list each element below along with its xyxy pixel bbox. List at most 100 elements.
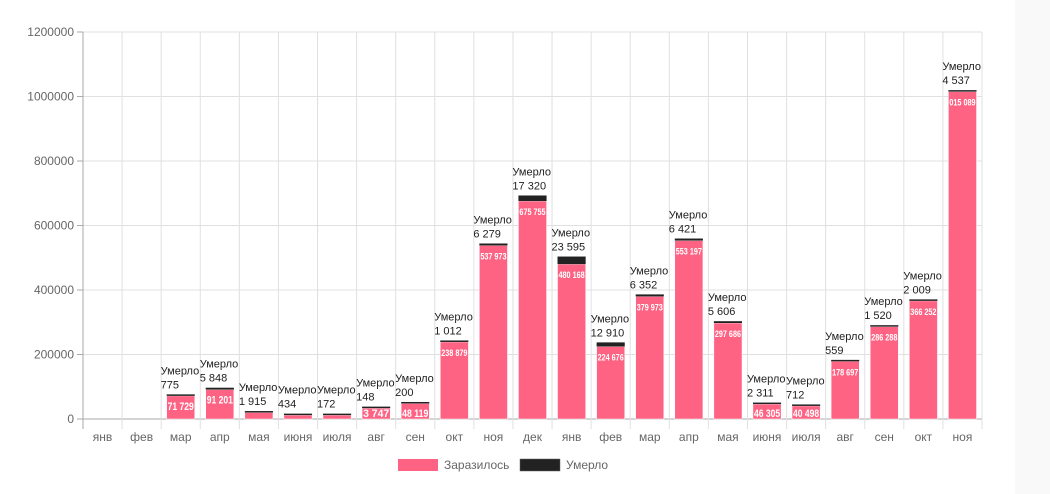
legend[interactable]: Заразилось Умерло xyxy=(398,458,608,472)
bar-deaths xyxy=(166,394,195,396)
x-tick-label: апр xyxy=(210,430,230,444)
bar-deaths xyxy=(909,299,938,301)
bar-deaths-label-prefix: Умерло xyxy=(942,61,981,73)
bar-deaths-label-prefix: Умерло xyxy=(200,359,239,371)
bar-deaths-label-value: 775 xyxy=(161,379,179,391)
bar-deaths-label-prefix: Умерло xyxy=(356,378,395,390)
y-tick-label: 800000 xyxy=(34,154,74,168)
bar-infected xyxy=(440,341,469,420)
bar-value-label-infected: 46 305 xyxy=(754,408,780,420)
stacked-bar-chart: 020000040000060000080000010000001200000 … xyxy=(27,25,983,472)
bar-deaths-label-value: 1 012 xyxy=(434,325,462,337)
x-tick-label: фев xyxy=(599,430,622,444)
bar-deaths-label-prefix: Умерло xyxy=(825,331,864,343)
x-tick-label: июля xyxy=(323,430,352,444)
bar-value-label-infected: 480 168 xyxy=(559,270,585,280)
page-side-strip xyxy=(1015,0,1050,494)
bar-deaths-label-prefix: Умерло xyxy=(630,265,669,277)
bar-deaths-label-value: 4 537 xyxy=(942,75,970,87)
bar-value-label-infected: 178 697 xyxy=(832,367,858,377)
bar-deaths xyxy=(948,90,977,92)
bar-infected xyxy=(518,200,547,420)
x-tick-label: янв xyxy=(562,430,582,444)
bar-deaths xyxy=(362,406,391,409)
legend-swatch-deaths[interactable] xyxy=(519,458,561,472)
bar-deaths-label-value: 6 352 xyxy=(630,279,658,291)
bar-deaths xyxy=(283,413,313,416)
bar-deaths-label-value: 12 910 xyxy=(591,327,625,339)
bar-value-label-infected: 71 729 xyxy=(168,401,194,413)
bar-value-label-infected: 379 973 xyxy=(637,302,663,312)
bars xyxy=(166,90,977,420)
bar-deaths-label-prefix: Умерло xyxy=(434,311,473,323)
y-tick-label: 1200000 xyxy=(27,25,74,39)
bar-deaths xyxy=(479,243,508,246)
bar-deaths-label-prefix: Умерло xyxy=(864,296,903,308)
y-tick-label: 600000 xyxy=(34,219,74,233)
bar-infected xyxy=(869,326,899,420)
bar-deaths-label-value: 559 xyxy=(825,345,843,357)
bar-deaths xyxy=(440,340,469,342)
grid-lines xyxy=(82,31,983,429)
bar-deaths-label-value: 5 606 xyxy=(708,306,736,318)
y-tick-label: 400000 xyxy=(34,283,74,297)
bar-deaths-label-value: 2 311 xyxy=(747,388,774,400)
bar-deaths-label-prefix: Умерло xyxy=(903,270,942,282)
bar-deaths-label-value: 17 320 xyxy=(512,180,546,192)
bar-deaths-label-prefix: Умерло xyxy=(747,374,786,386)
bar-deaths-label-prefix: Умерло xyxy=(317,385,356,397)
x-tick-label: окт xyxy=(446,430,464,444)
legend-label-infected[interactable]: Заразилось xyxy=(444,458,509,472)
bar-infected xyxy=(635,296,665,420)
bar-deaths-label-prefix: Умерло xyxy=(669,210,708,222)
x-tick-label: мая xyxy=(248,430,269,444)
bar-deaths-label-value: 148 xyxy=(356,392,374,404)
bar-deaths xyxy=(401,401,430,404)
bar-deaths-label-prefix: Умерло xyxy=(591,313,630,325)
bar-deaths-label-value: 1 915 xyxy=(239,396,267,408)
x-tick-label: ноя xyxy=(953,430,973,444)
bar-deaths-label-prefix: Умерло xyxy=(395,373,434,385)
bar-value-label-infected: 286 288 xyxy=(871,333,897,343)
bar-deaths-label-value: 23 595 xyxy=(552,242,586,254)
bar-infected xyxy=(557,263,586,420)
bar-infected xyxy=(322,414,352,420)
bar-deaths xyxy=(674,238,703,241)
bar-deaths-label-value: 6 279 xyxy=(473,228,501,240)
bar-deaths-label-prefix: Умерло xyxy=(278,385,317,397)
x-tick-label: мая xyxy=(717,430,738,444)
x-tick-label: авг xyxy=(836,430,854,444)
bar-infected xyxy=(596,346,625,420)
bar-infected xyxy=(948,91,977,420)
bar-value-label-infected: 91 201 xyxy=(207,395,233,407)
x-tick-label: окт xyxy=(915,430,933,444)
x-axis-ticks: янв фев мар апр мая июня июля авг сен окт ноя дек ян… xyxy=(93,430,973,444)
x-tick-label: июня xyxy=(284,430,313,444)
bar-deaths xyxy=(635,294,664,297)
bar-deaths-label-prefix: Умерло xyxy=(239,382,278,394)
x-tick-label: авг xyxy=(367,430,385,444)
bar-deaths xyxy=(870,325,899,327)
bar-deaths xyxy=(596,342,625,347)
legend-swatch-infected[interactable] xyxy=(398,459,438,471)
bar-infected xyxy=(479,245,508,420)
bar-value-label-infected: 224 676 xyxy=(598,353,624,363)
legend-label-deaths[interactable]: Умерло xyxy=(566,458,608,472)
bar-deaths-label-value: 172 xyxy=(317,399,335,411)
bar-value-label-infected: 553 197 xyxy=(676,247,702,257)
bar-deaths xyxy=(518,195,547,202)
bar-value-label-infected: 366 252 xyxy=(910,307,936,317)
bar-deaths xyxy=(322,413,352,416)
bar-infected xyxy=(674,240,704,420)
y-axis-ticks: 0 200000 400000 600000 800000 1000000 1200000 xyxy=(27,25,83,426)
bar-deaths-label-prefix: Умерло xyxy=(512,166,551,178)
x-tick-label: мар xyxy=(170,430,192,444)
bar-infected xyxy=(283,414,313,420)
bar-infected xyxy=(830,361,860,420)
bar-deaths-label-value: 712 xyxy=(786,389,804,401)
x-tick-label: июня xyxy=(753,430,782,444)
bar-value-label-infected: 537 973 xyxy=(480,252,506,262)
bar-deaths-label-prefix: Умерло xyxy=(708,292,747,304)
x-tick-label: апр xyxy=(679,430,699,444)
y-tick-label: 1000000 xyxy=(27,90,74,104)
